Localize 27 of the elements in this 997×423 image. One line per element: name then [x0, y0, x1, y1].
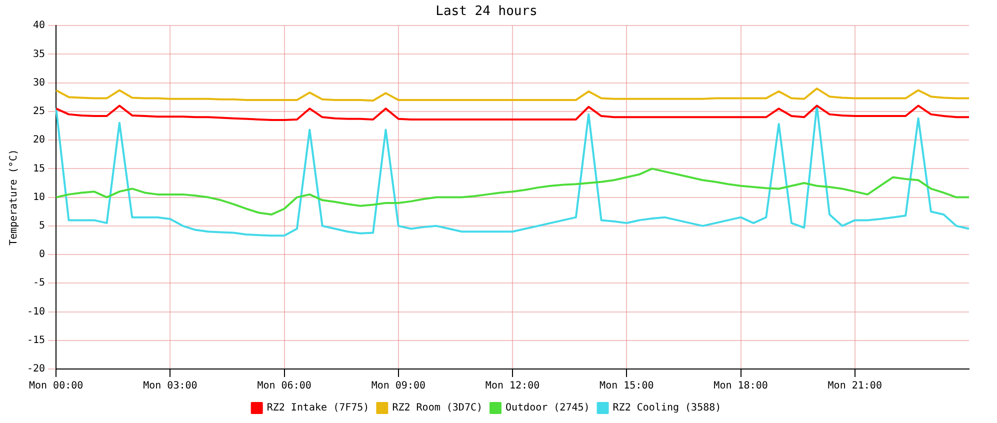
chart-title: Last 24 hours	[436, 4, 538, 20]
x-tick-label: Mon 21:00	[828, 380, 882, 392]
x-tick-label: Mon 18:00	[714, 380, 768, 392]
y-tick-label: -10	[27, 306, 46, 318]
x-tick-label: Mon 06:00	[257, 380, 312, 392]
y-tick-label: 15	[33, 163, 46, 174]
y-tick-label: 0	[39, 249, 46, 260]
x-tick-label: Mon 03:00	[143, 380, 198, 392]
y-tick-label: 25	[33, 106, 46, 118]
y-tick-label: 10	[33, 192, 46, 203]
y-tick-label: -20	[27, 364, 46, 375]
x-tick-label: Mon 12:00	[485, 380, 540, 392]
y-tick-label: -5	[33, 278, 46, 289]
x-tick-label: Mon 09:00	[371, 380, 426, 392]
legend-label: Outdoor (2745)	[506, 402, 590, 414]
legend-label: RZ2 Intake (7F75)	[266, 402, 370, 414]
y-tick-label: -15	[27, 334, 46, 346]
y-tick-label: 35	[33, 48, 46, 60]
y-tick-label: 40	[33, 20, 46, 32]
legend-label: RZ2 Cooling (3588)	[612, 402, 722, 414]
x-tick-label: Mon 15:00	[600, 380, 654, 392]
y-tick-label: 5	[39, 220, 46, 232]
y-tick-label: 30	[33, 77, 46, 88]
y-axis-title: Temperature (°C)	[8, 149, 20, 246]
legend-label: RZ2 Room (3D7C)	[392, 402, 483, 414]
x-tick-label: Mon 00:00	[28, 380, 84, 392]
y-tick-label: 20	[33, 134, 46, 146]
